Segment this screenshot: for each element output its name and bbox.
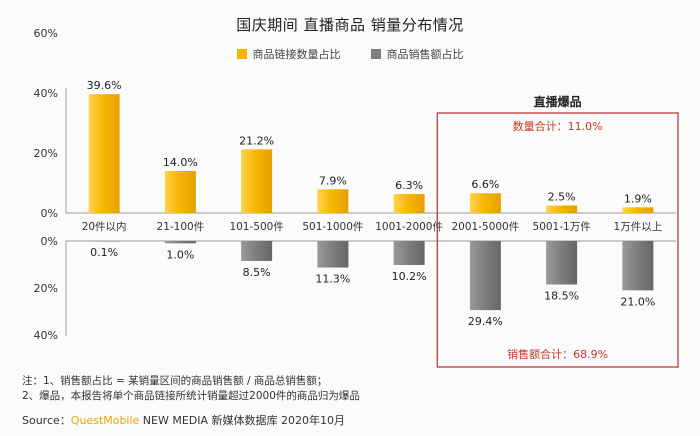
data-label-sales: 0.1% — [90, 246, 118, 259]
bar-sales — [546, 241, 578, 285]
bar-sales — [88, 241, 120, 242]
highlight-top-text: 数量合计：11.0% — [513, 119, 603, 133]
note-line-1: 注：1、销售额占比 = 某销量区间的商品销售额 / 商品总销售额； — [22, 375, 328, 387]
data-label-count: 6.3% — [395, 179, 423, 192]
category-label: 20件以内 — [82, 220, 127, 233]
top-y-tick-label: 60% — [34, 27, 58, 40]
data-label-count: 6.6% — [471, 178, 499, 191]
category-label: 1001-2000件 — [375, 221, 443, 233]
data-label-count: 1.9% — [624, 192, 652, 205]
bar-sales — [317, 241, 349, 268]
bottom-y-tick-label: 0% — [41, 235, 58, 248]
bar-sales — [469, 241, 501, 311]
highlight-box — [436, 112, 679, 368]
category-label: 2001-5000件 — [452, 221, 520, 233]
category-label: 501-1000件 — [302, 221, 363, 233]
top-y-tick-label: 20% — [34, 147, 58, 160]
category-label: 101-500件 — [229, 221, 283, 233]
legend-item-sales: 商品销售额占比 — [370, 46, 464, 62]
data-label-count: 21.2% — [239, 134, 274, 147]
legend-swatch-sales — [370, 49, 381, 59]
bottom-y-tick-label: 40% — [34, 329, 58, 342]
legend-label-count: 商品链接数量占比 — [252, 48, 341, 61]
legend-label-sales: 商品销售额占比 — [386, 48, 464, 61]
bar-count — [393, 194, 425, 213]
bar-count — [546, 205, 578, 213]
category-label: 21-100件 — [157, 221, 205, 233]
category-label: 5001-1万件 — [533, 221, 591, 233]
top-y-tick-label: 0% — [41, 207, 58, 220]
source-line: Source：QuestMobile NEW MEDIA 新媒体数据库 2020… — [22, 412, 345, 428]
bottom-y-tick-label: 20% — [34, 282, 58, 295]
note-line-2: 2、爆品，本报告将单个商品链接所统计销量超过2000件的商品归为爆品 — [22, 390, 360, 402]
source-suffix: NEW MEDIA 新媒体数据库 2020年10月 — [139, 414, 346, 427]
data-label-sales: 18.5% — [544, 289, 579, 302]
data-label-count: 7.9% — [319, 174, 347, 187]
bar-count — [241, 149, 273, 213]
source-brand: QuestMobile — [70, 414, 140, 427]
bar-sales — [393, 241, 425, 265]
data-label-sales: 1.0% — [166, 248, 194, 261]
bar-sales — [164, 241, 196, 244]
bar-count — [469, 193, 501, 213]
bar-sales — [622, 241, 654, 291]
data-label-sales: 8.5% — [243, 266, 271, 279]
data-label-count: 2.5% — [548, 191, 576, 204]
legend-item-count: 商品链接数量占比 — [236, 46, 341, 62]
top-y-tick-label: 40% — [34, 87, 58, 100]
bar-count — [164, 171, 196, 213]
category-label: 1万件以上 — [614, 221, 663, 233]
highlight-title: 直播爆品 — [534, 94, 582, 109]
bar-count — [317, 189, 349, 213]
data-label-sales: 29.4% — [468, 315, 503, 328]
data-label-sales: 10.2% — [392, 270, 427, 283]
data-label-count: 39.6% — [87, 79, 122, 92]
data-label-count: 14.0% — [163, 156, 198, 169]
legend-swatch-count — [236, 49, 247, 59]
source-prefix: Source： — [22, 414, 71, 427]
chart-title: 国庆期间 直播商品 销量分布情况 — [236, 16, 464, 34]
highlight-bottom-text: 销售额合计：68.9% — [507, 347, 608, 361]
chart-legend: 商品链接数量占比 商品销售额占比 — [0, 46, 700, 62]
bar-count — [622, 207, 654, 213]
data-label-sales: 21.0% — [620, 295, 655, 308]
bar-count — [88, 94, 120, 213]
chart-notes: 注：1、销售额占比 = 某销量区间的商品销售额 / 商品总销售额； 2、爆品，本… — [22, 374, 360, 404]
bar-sales — [241, 241, 273, 261]
data-label-sales: 11.3% — [315, 273, 350, 286]
